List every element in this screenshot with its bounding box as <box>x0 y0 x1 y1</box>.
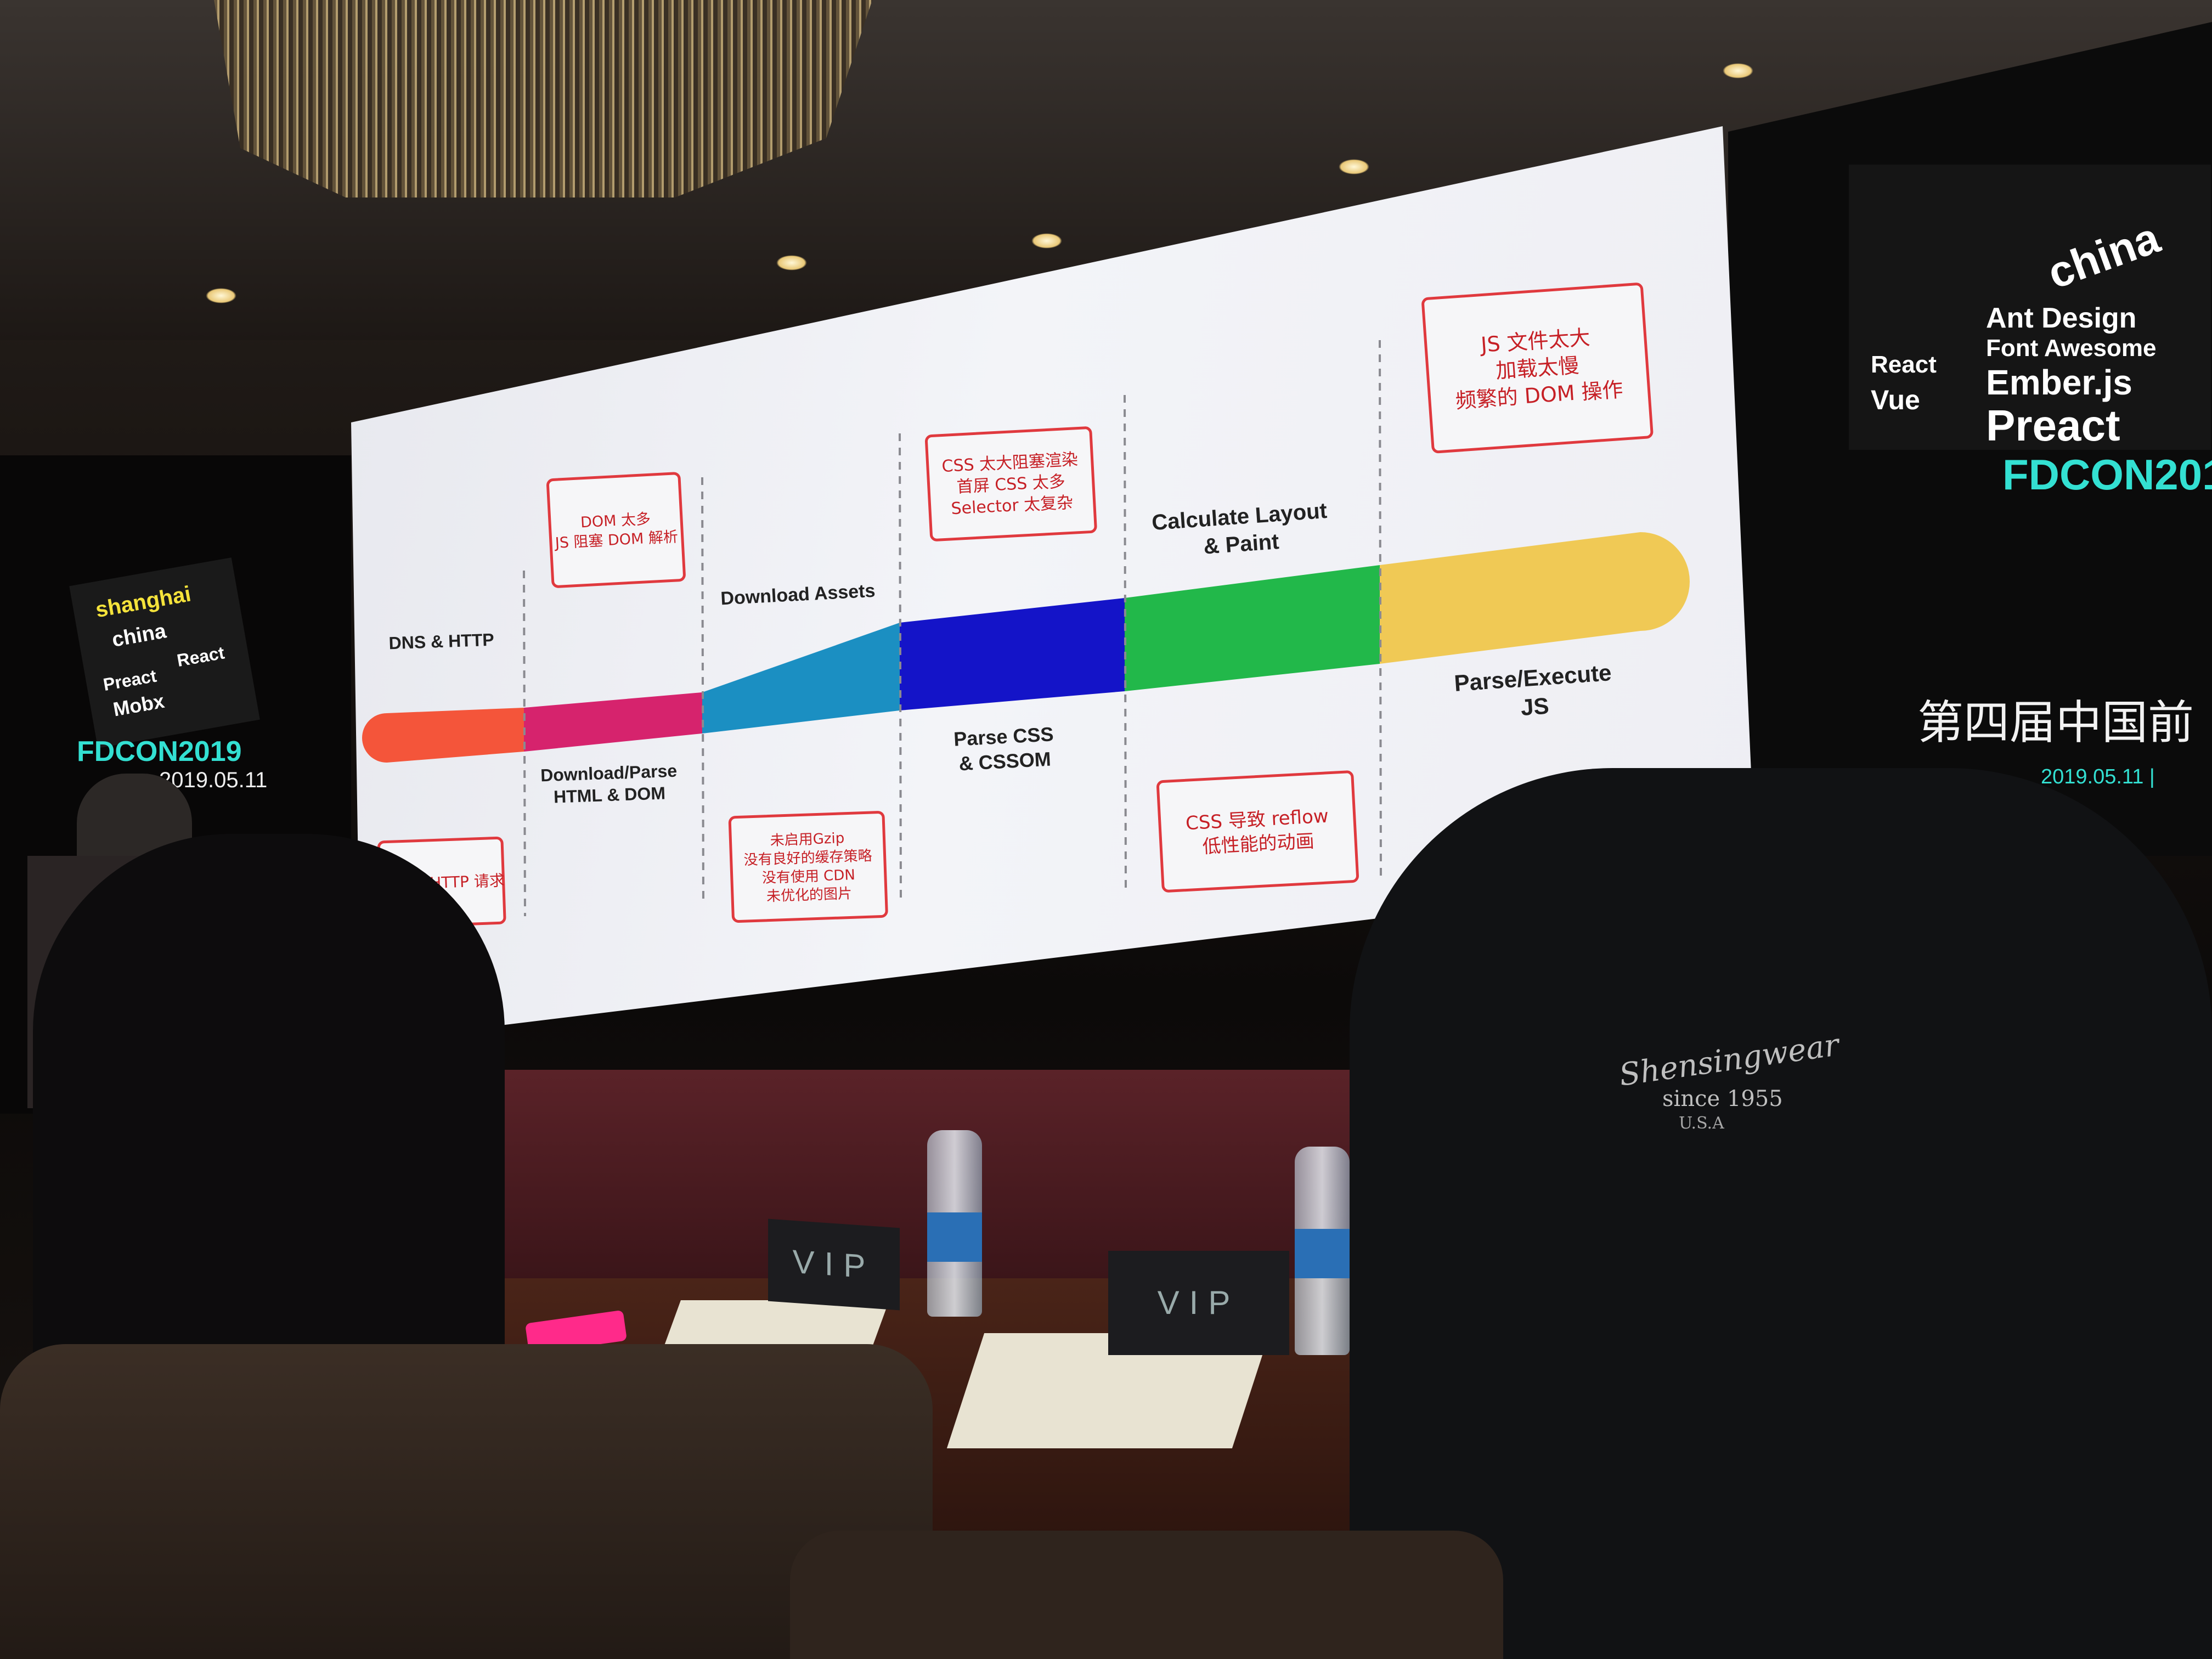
date-label: 2019.05.11 | <box>2041 765 2155 788</box>
right-led-screen: china Ant Design Font Awesome Ember.js P… <box>1728 22 2212 856</box>
stage-divider <box>1379 340 1382 878</box>
bar-segment-6 <box>1380 532 1690 664</box>
vip-label: VIP <box>1157 1284 1240 1321</box>
callout-text: JS 文件太大加载太慢频繁的 DOM 操作 <box>1451 323 1624 413</box>
cube-word: Font Awesome <box>1986 335 2157 362</box>
bar-segment-1 <box>362 708 524 763</box>
chair-back <box>0 1344 933 1659</box>
audience-member: Shensingwear since 1955 U.S.A <box>1350 768 2212 1659</box>
stage-label: Calculate Layout& Paint <box>1151 499 1330 562</box>
bar-segment-2 <box>524 692 702 752</box>
ceiling-light <box>206 288 236 303</box>
ceiling-light <box>776 255 807 270</box>
jacket-print: since 1955 <box>1662 1086 1783 1111</box>
stage-label: Parse/ExecuteJS <box>1453 659 1614 725</box>
brand-label: FDCON2019 <box>77 736 242 768</box>
vip-label: VIP <box>792 1243 876 1286</box>
ceiling-light <box>1723 63 1753 78</box>
stage-label: DNS & HTTP <box>388 630 494 653</box>
pipeline-bar <box>362 532 1690 763</box>
cube-word: React <box>1871 351 1937 378</box>
ceiling-light <box>1031 233 1062 249</box>
bar-segment-3 <box>702 623 900 733</box>
stage-divider <box>701 477 704 906</box>
brand-label: FDCON2019 <box>2002 450 2212 499</box>
callout-text: CSS 太大阻塞渲染首屏 CSS 太多Selector 太复杂 <box>941 450 1081 519</box>
logo-cube: china Ant Design Font Awesome Ember.js P… <box>1849 165 2211 450</box>
stage-label: Download Assets <box>720 580 876 610</box>
cube-word: Vue <box>1871 385 1920 415</box>
conference-title: 第四届中国前 <box>1917 696 2194 749</box>
vip-placard: VIP <box>1108 1251 1289 1355</box>
callout-box: 未启用Gzip没有良好的缓存策略没有使用 CDN未优化的图片 <box>728 811 888 923</box>
callout-box: CSS 太大阻塞渲染首屏 CSS 太多Selector 太复杂 <box>925 426 1097 541</box>
bar-segment-5 <box>1125 565 1380 691</box>
cube-word: Ant Design <box>1986 302 2137 334</box>
jacket-print: U.S.A <box>1679 1114 1724 1133</box>
ceiling-light <box>1339 159 1369 174</box>
callout-box: JS 文件太大加载太慢频繁的 DOM 操作 <box>1421 283 1654 454</box>
callout-box: DOM 太多JS 阻塞 DOM 解析 <box>546 472 686 588</box>
stage-label: Download/ParseHTML & DOM <box>540 761 678 808</box>
stage-divider <box>1124 394 1127 889</box>
stage-dividers <box>523 340 1382 917</box>
cube-word: Ember.js <box>1986 363 2132 402</box>
callout-text: 未启用Gzip没有良好的缓存策略没有使用 CDN未优化的图片 <box>743 829 873 905</box>
water-bottle <box>927 1130 982 1317</box>
chair-back <box>790 1531 1503 1659</box>
stage-divider <box>899 433 902 900</box>
vip-placard: VIP <box>768 1218 900 1311</box>
callout-box: CSS 导致 reflow低性能的动画 <box>1156 770 1359 893</box>
stage-label: Parse CSS& CSSOM <box>953 723 1055 775</box>
water-bottle <box>1295 1147 1350 1355</box>
bar-segment-4 <box>900 598 1125 710</box>
jacket-print: Shensingwear <box>1617 1027 1841 1093</box>
cube-word: Preact <box>1986 401 2120 450</box>
stage-divider <box>523 570 526 917</box>
